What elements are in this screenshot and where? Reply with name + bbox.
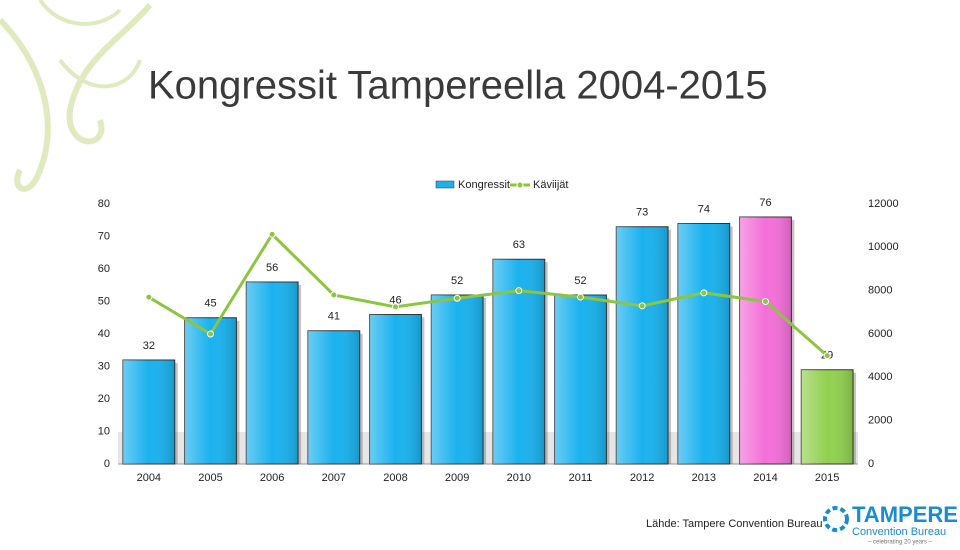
source: Lähde: Tampere Convention Bureau <box>646 518 823 530</box>
x-tick-label: 2012 <box>630 472 654 484</box>
bar-gloss <box>431 295 484 464</box>
line-marker <box>392 303 399 311</box>
line-marker <box>453 294 461 302</box>
bar-gloss <box>246 282 299 464</box>
x-tick-label: 2004 <box>137 472 161 484</box>
line-marker <box>145 293 153 301</box>
chart-title: Kongressit Tampereella 2004-2015 <box>148 64 768 108</box>
y-tick-label: 80 <box>98 198 110 210</box>
x-tick-label: 2008 <box>383 472 407 484</box>
y2-tick-label: 8000 <box>868 285 892 297</box>
bar-gloss <box>677 223 730 464</box>
line <box>148 231 829 357</box>
y-tick-label: 10 <box>98 425 110 437</box>
line-marker <box>700 289 708 297</box>
bar-gloss <box>122 360 175 464</box>
legend-label: Kongressit <box>458 179 510 191</box>
x-tick-label: 2014 <box>753 472 777 484</box>
line-marker <box>577 293 584 301</box>
decoration <box>0 0 153 192</box>
logo-name: TAMPERE <box>852 502 958 527</box>
value-label: 63 <box>513 239 525 251</box>
line-marker <box>207 330 214 338</box>
x-tick-label: 2009 <box>445 472 469 484</box>
value-label: 76 <box>759 197 771 209</box>
x-tick-label: 2015 <box>815 472 839 484</box>
logo-subtitle: Convention Bureau <box>852 526 946 538</box>
x-tick-label: 2006 <box>260 472 284 484</box>
y2-tick-label: 10000 <box>868 241 899 253</box>
line-marker <box>268 230 276 238</box>
bar-gloss <box>616 226 669 464</box>
value-label: 52 <box>574 275 586 287</box>
x-tick-label: 2010 <box>507 472 531 484</box>
value-label: 52 <box>451 275 463 287</box>
value-label: 74 <box>698 203 710 215</box>
x-tick-label: 2007 <box>322 472 346 484</box>
y2-tick-label: 0 <box>868 458 874 470</box>
line-marker <box>762 298 769 305</box>
value-label: 32 <box>143 340 155 352</box>
bar-gloss <box>184 317 237 464</box>
value-label: 46 <box>389 294 401 306</box>
value-label: 45 <box>204 298 216 310</box>
logo-tagline: – celebrating 20 years – <box>868 540 933 546</box>
bar-gloss <box>739 217 792 464</box>
bar-gloss <box>801 369 854 464</box>
y-tick-label: 60 <box>98 263 110 275</box>
value-label: 41 <box>328 311 340 323</box>
y2-tick-label: 12000 <box>868 198 899 210</box>
legend-swatch <box>435 180 455 189</box>
value-label: 73 <box>636 207 648 219</box>
value-label: 56 <box>266 262 278 274</box>
line-marker <box>823 352 831 360</box>
y-tick-label: 0 <box>104 458 110 470</box>
x-tick-label: 2011 <box>569 472 593 484</box>
y2-tick-label: 6000 <box>868 328 892 340</box>
line-marker <box>330 291 338 299</box>
x-tick-label: 2005 <box>198 472 222 484</box>
y-tick-label: 50 <box>98 295 110 307</box>
logo: TAMPERE Convention Bureau – celebrating … <box>823 502 958 546</box>
y-tick-label: 20 <box>98 393 110 405</box>
line-marker <box>638 302 646 310</box>
y-tick-label: 40 <box>98 328 110 340</box>
y2-tick-label: 2000 <box>868 415 892 427</box>
legend-label: Käviijät <box>533 179 568 191</box>
x-tick-label: 2013 <box>692 472 716 484</box>
y-tick-label: 30 <box>98 360 110 372</box>
bar-gloss <box>554 295 607 464</box>
floor <box>118 432 858 464</box>
legend-marker <box>516 181 524 189</box>
y-tick-label: 70 <box>98 230 110 242</box>
line-marker <box>515 287 523 295</box>
bar-gloss <box>307 330 360 464</box>
y2-tick-label: 4000 <box>868 371 892 383</box>
logo-icon <box>823 506 849 532</box>
bar-gloss <box>369 314 422 464</box>
